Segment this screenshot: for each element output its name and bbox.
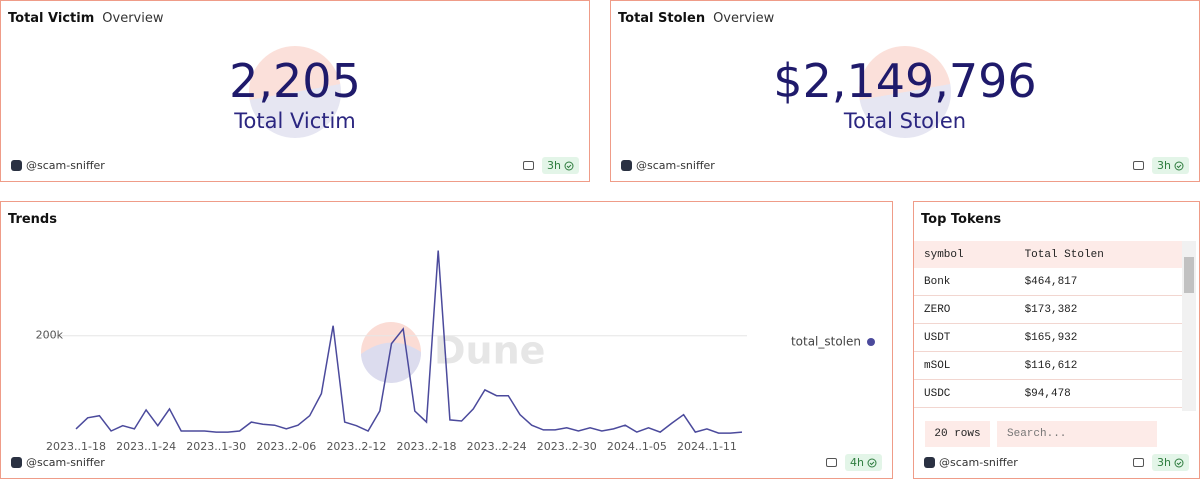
header-row: symbol Total Stolen	[914, 241, 1182, 268]
camera-icon[interactable]	[826, 458, 838, 467]
panel-title: Trends	[8, 212, 57, 227]
table-cell: $464,817	[1014, 268, 1182, 296]
x-tick-label: 2023..1-18	[46, 440, 106, 453]
avatar	[924, 457, 935, 468]
age: 3h	[523, 157, 579, 174]
author[interactable]: @scam-sniffer	[26, 159, 105, 172]
x-tick-label: 2023..2-18	[397, 440, 457, 453]
victim-panel: Total Victim Overview 2,205 Total Victim …	[0, 0, 590, 182]
tokens-table: symbol Total Stolen Bonk $464,817 ZERO $173,…	[914, 241, 1182, 408]
x-tick-label: 2023..1-24	[116, 440, 176, 453]
age-badge: 3h	[1152, 157, 1189, 174]
x-tick-label: 2024..1-05	[607, 440, 667, 453]
counter-value: 2,205	[229, 54, 361, 108]
line	[75, 250, 743, 434]
tab[interactable]: Overview	[713, 11, 775, 26]
age-badge: 4h	[845, 454, 882, 471]
scrollbar[interactable]	[1182, 241, 1196, 411]
table-cell: USDC	[914, 379, 1015, 408]
tab[interactable]: Overview	[102, 11, 164, 26]
chart: Dune 200k 2023..1-18 2023..1-24 2023..1-30 2…	[36, 250, 875, 453]
age: 3h	[1133, 454, 1189, 471]
table-cell: Bonk	[914, 268, 1015, 296]
column-header[interactable]: Total Stolen	[1014, 241, 1182, 268]
age-badge: 3h	[542, 157, 579, 174]
legend-label: total_stolen	[791, 335, 861, 349]
table-row: USDC $94,478	[914, 379, 1182, 408]
author[interactable]: @scam-sniffer	[636, 159, 715, 172]
panel-title: Top Tokens	[921, 212, 1002, 227]
table-cell: $165,932	[1014, 323, 1182, 352]
x-tick-label: 2023..2-30	[537, 440, 597, 453]
legend-marker	[867, 338, 875, 346]
avatar	[11, 457, 22, 468]
counter-label: Total Victim	[234, 109, 356, 133]
watermark: Dune	[434, 329, 545, 373]
table-cell: mSOL	[914, 351, 1015, 380]
table-row: mSOL $116,612	[914, 351, 1182, 380]
x-tick-label: 2023..2-24	[467, 440, 527, 453]
footer: @scam-sniffer	[924, 456, 1018, 469]
author[interactable]: @scam-sniffer	[26, 456, 105, 469]
table-cell: $116,612	[1014, 351, 1182, 380]
table-row: Bonk $464,817	[914, 268, 1182, 296]
footer: @scam-sniffer	[621, 159, 715, 172]
table-cell: USDT	[914, 323, 1015, 352]
table-row: USDT $165,932	[914, 323, 1182, 352]
age: 3h	[1133, 157, 1189, 174]
avatar	[11, 160, 22, 171]
avatar	[621, 160, 632, 171]
camera-icon[interactable]	[1133, 161, 1145, 170]
title: Total Stolen	[618, 11, 706, 26]
age-badge: 3h	[1152, 454, 1189, 471]
counter: 2,205 Total Victim	[1, 53, 589, 133]
title: Total Victim	[8, 11, 95, 26]
table-cell: ZERO	[914, 295, 1015, 324]
age-text: 3h	[547, 159, 561, 172]
table-cell: $94,478	[1014, 379, 1182, 408]
table-cell: $173,382	[1014, 295, 1182, 324]
row-count: 20 rows	[925, 421, 990, 447]
scroll-thumb[interactable]	[1184, 257, 1194, 293]
panel-title: Total Stolen Overview	[618, 11, 774, 26]
trends-panel: Dune 200k 2023..1-18 2023..1-24 2023..1-30 2…	[0, 201, 893, 479]
age-text: 3h	[1157, 159, 1171, 172]
panel-title: Total Victim Overview	[8, 11, 163, 26]
table-row: ZERO $173,382	[914, 295, 1182, 324]
x-tick-label: 2024..1-11	[677, 440, 737, 453]
y-tick-label: 200k	[36, 329, 64, 342]
footer: @scam-sniffer	[11, 159, 105, 172]
footer: @scam-sniffer	[11, 456, 105, 469]
x-tick-label: 2023..2-12	[326, 440, 386, 453]
counter-value: $2,149,796	[773, 54, 1037, 108]
x-tick-label: 2023..2-06	[256, 440, 316, 453]
counter: $2,149,796 Total Stolen	[611, 53, 1199, 133]
counter-label: Total Stolen	[843, 109, 967, 133]
stolen-panel: Total Stolen Overview $2,149,796 Total St…	[610, 0, 1200, 182]
age: 4h	[826, 454, 882, 471]
camera-icon[interactable]	[1133, 458, 1145, 467]
age-text: 4h	[850, 456, 864, 469]
author[interactable]: @scam-sniffer	[939, 456, 1018, 469]
tokens-panel: Top Tokens symbol Total Stolen Bonk $464,8…	[913, 201, 1200, 479]
search-box[interactable]: Search...	[997, 421, 1157, 447]
x-tick-label: 2023..1-30	[186, 440, 246, 453]
decor	[249, 46, 341, 138]
age-text: 3h	[1157, 456, 1171, 469]
camera-icon[interactable]	[523, 161, 535, 170]
decor	[859, 46, 951, 138]
column-header[interactable]: symbol	[914, 241, 1015, 268]
